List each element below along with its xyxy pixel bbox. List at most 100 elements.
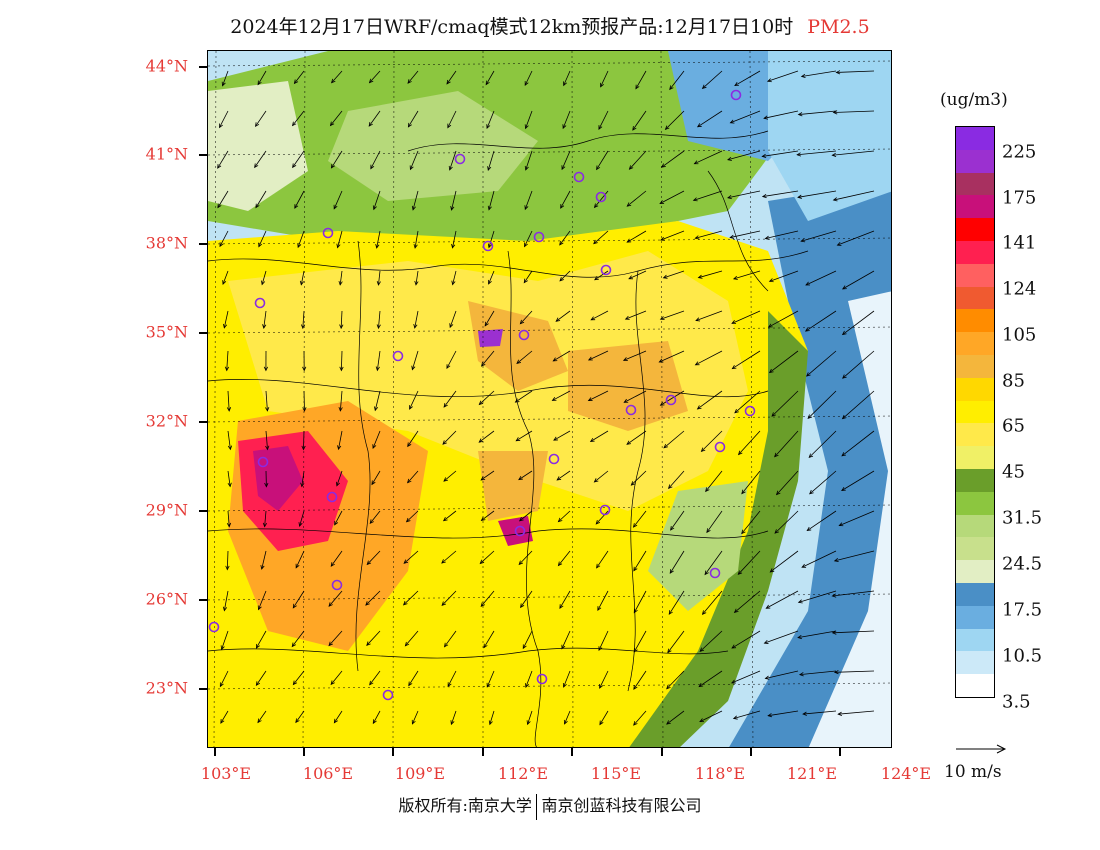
lon-label-124: 124°E: [880, 764, 932, 783]
wind-arrow-head: [515, 437, 521, 442]
wind-arrow-head: [411, 719, 416, 725]
wind-arrow: [836, 70, 875, 73]
wind-arrow-head: [366, 641, 371, 646]
borders: [208, 130, 809, 747]
legend-swatch: [956, 491, 994, 515]
wind-arrow-head: [598, 646, 603, 652]
wind-arrow: [219, 670, 229, 687]
wind-arrow: [598, 110, 609, 130]
wind-arrow: [625, 310, 647, 320]
wind-arrow: [340, 350, 343, 371]
wind-arrow-head: [832, 110, 838, 115]
wind-arrow: [372, 430, 381, 449]
wind-arrow-head: [335, 481, 340, 487]
wind-arrow: [254, 150, 267, 168]
legend-label: 175: [1002, 187, 1037, 209]
lon-tick: [750, 748, 752, 756]
wind-arrow: [256, 630, 267, 649]
wind-arrow-head: [487, 279, 492, 285]
wind-arrow-head: [227, 482, 232, 488]
wind-arrow-head: [659, 200, 665, 204]
wind-arrow: [626, 230, 647, 243]
wind-arrow-head: [560, 204, 565, 209]
wind-arrow: [295, 710, 305, 723]
wind-arrow-head: [767, 323, 773, 328]
wind-arrow: [365, 590, 381, 606]
wind-arrow: [337, 230, 343, 248]
wind-arrow-head: [443, 477, 448, 482]
wind-arrow-head: [763, 639, 769, 644]
wind-arrow-head: [255, 681, 261, 687]
wind-arrow-head: [701, 84, 707, 90]
lon-tick: [661, 748, 663, 756]
lat-label-32: 32°N: [145, 411, 188, 431]
wind-arrow-head: [449, 323, 454, 329]
wind-arrow: [626, 430, 647, 445]
wind-arrow-head: [222, 323, 228, 329]
wind-arrow-head: [832, 197, 838, 202]
lat-tick: [199, 688, 207, 690]
wind-arrow: [447, 670, 457, 687]
wind-arrow: [842, 270, 875, 290]
wind-arrow: [449, 150, 457, 171]
wind-arrow-head: [630, 481, 636, 486]
wind-arrow: [762, 150, 799, 157]
wind-arrow: [561, 630, 571, 649]
wind-arrow-head: [698, 682, 704, 688]
wind-arrow: [734, 390, 761, 414]
city-marker: [326, 491, 338, 503]
wind-arrow: [768, 710, 799, 717]
wind-arrow: [808, 430, 837, 458]
wind-arrow: [485, 70, 495, 85]
wind-arrow-head: [661, 163, 666, 168]
wind-arrow-head: [594, 276, 599, 281]
legend-swatch: [956, 674, 994, 697]
wind-arrow-head: [741, 489, 746, 495]
wind-arrow: [373, 190, 381, 210]
wind-arrow: [301, 470, 305, 487]
wind-arrow: [446, 350, 457, 369]
wind-arrow: [774, 510, 799, 534]
wind-arrow: [833, 190, 875, 201]
wind-arrow-head: [729, 234, 735, 239]
wind-arrow-head: [222, 280, 227, 285]
wind-arrow-head: [628, 275, 634, 280]
wind-arrow: [594, 470, 609, 483]
wind-arrow-head: [699, 647, 705, 652]
wind-arrow-head: [443, 402, 448, 408]
wind-arrow: [488, 270, 495, 285]
wind-arrow: [219, 230, 229, 247]
wind-arrow-head: [255, 203, 260, 209]
wind-arrow-head: [761, 153, 767, 159]
wind-arrow-head: [486, 124, 491, 130]
legend-swatch: [956, 605, 994, 629]
wind-arrow-head: [831, 593, 837, 598]
wind-arrow: [405, 630, 419, 647]
wind-arrow: [412, 710, 419, 725]
wind-arrow-head: [667, 648, 672, 654]
wind-arrow: [776, 470, 799, 495]
lat-tick: [199, 421, 207, 423]
legend-label: 17.5: [1002, 599, 1043, 621]
wind-arrow-head: [626, 238, 632, 243]
legend-swatch: [956, 628, 994, 652]
wind-arrow-head: [798, 672, 804, 677]
city-marker: [257, 456, 269, 468]
wind-arrow: [227, 430, 231, 450]
city-marker: [665, 394, 677, 406]
wind-arrow-head: [339, 324, 344, 330]
city-marker: [533, 231, 545, 243]
wind-arrow: [481, 350, 495, 367]
wind-arrow-head: [525, 683, 530, 688]
wind-arrow: [452, 230, 457, 248]
wind-arrow: [524, 70, 533, 86]
wind-arrow-head: [774, 529, 779, 534]
wind-arrow: [519, 510, 533, 522]
wind-arrow: [258, 230, 267, 247]
wind-arrow: [731, 670, 761, 684]
wind-arrow-head: [221, 81, 226, 87]
wind-arrow-head: [841, 330, 847, 336]
wind-arrow-head: [334, 520, 339, 526]
lon-tick: [482, 748, 484, 756]
wind-arrow-head: [831, 630, 837, 635]
